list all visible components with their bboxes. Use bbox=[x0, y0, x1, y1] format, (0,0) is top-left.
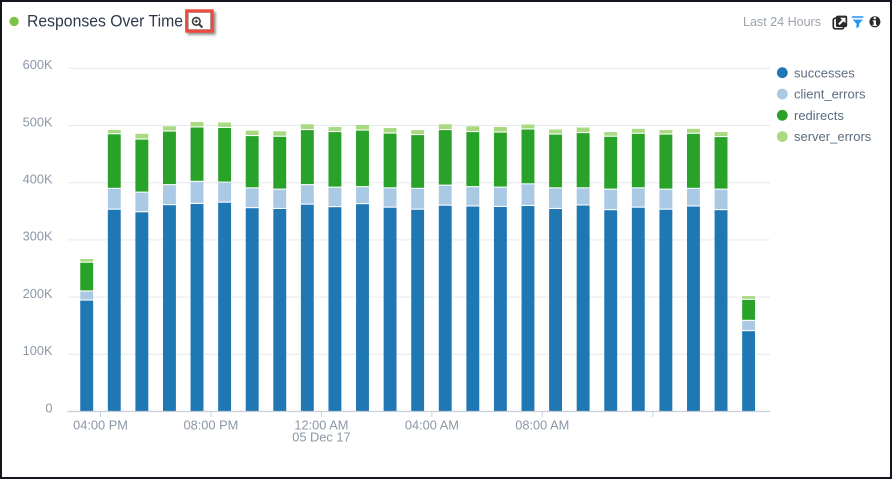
svg-text:04:00 AM: 04:00 AM bbox=[405, 417, 459, 432]
svg-text:Responses Over Time: Responses Over Time bbox=[27, 12, 183, 31]
svg-text:12:00 AM: 12:00 AM bbox=[294, 417, 348, 432]
svg-text:200K: 200K bbox=[23, 286, 53, 301]
svg-text:400K: 400K bbox=[23, 172, 53, 187]
svg-text:300K: 300K bbox=[23, 229, 53, 244]
svg-text:successes: successes bbox=[794, 65, 855, 80]
svg-text:08:00 PM: 08:00 PM bbox=[184, 417, 239, 432]
svg-text:100K: 100K bbox=[23, 343, 53, 358]
svg-text:client_errors: client_errors bbox=[794, 87, 866, 102]
svg-text:600K: 600K bbox=[23, 57, 53, 72]
svg-text:08:00 AM: 08:00 AM bbox=[515, 417, 569, 432]
svg-text:redirects: redirects bbox=[794, 108, 844, 123]
svg-text:04:00 PM: 04:00 PM bbox=[73, 417, 128, 432]
svg-text:server_errors: server_errors bbox=[794, 129, 872, 144]
svg-text:Last 24 Hours: Last 24 Hours bbox=[743, 14, 821, 29]
svg-text:500K: 500K bbox=[23, 114, 53, 129]
svg-text:05 Dec 17: 05 Dec 17 bbox=[292, 429, 350, 444]
svg-text:0: 0 bbox=[45, 400, 52, 415]
